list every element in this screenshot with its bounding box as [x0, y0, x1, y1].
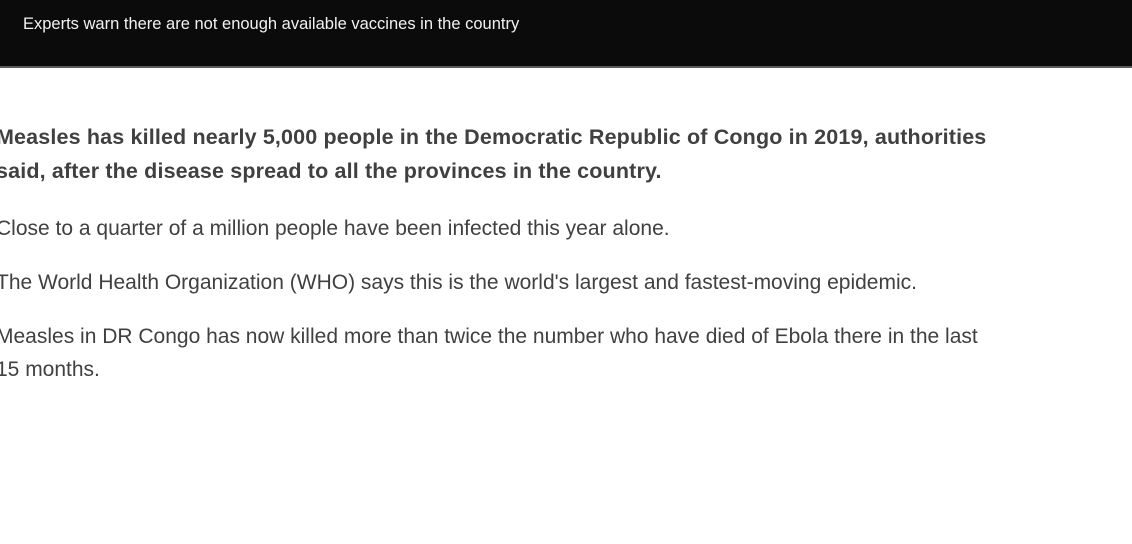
article-paragraph: Measles in DR Congo has now killed more … [0, 325, 978, 381]
article-body: Measles has killed nearly 5,000 people i… [0, 121, 1036, 407]
image-caption-bar: Experts warn there are not enough availa… [0, 0, 1132, 68]
article-paragraph: The World Health Organization (WHO) says… [0, 271, 917, 294]
article-lead: Measles has killed nearly 5,000 people i… [0, 125, 987, 183]
article-paragraph: Close to a quarter of a million people h… [0, 217, 670, 240]
image-caption: Experts warn there are not enough availa… [23, 15, 520, 33]
